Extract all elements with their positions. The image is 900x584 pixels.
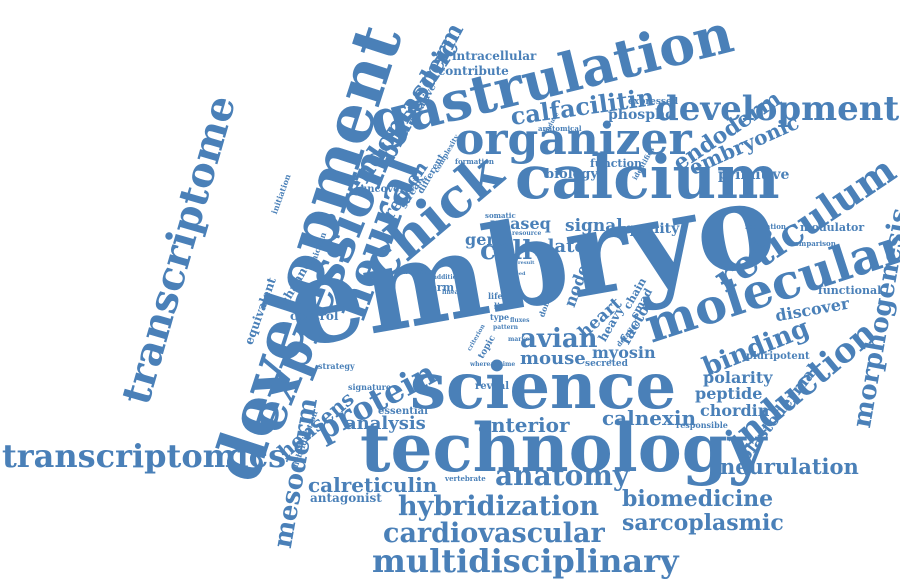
word-whereas: whereas: [470, 362, 498, 368]
word-primitive: primitive: [718, 168, 789, 182]
word-time: time: [500, 362, 515, 368]
word-anterior: anterior: [478, 415, 569, 435]
word-neurulation: neurulation: [720, 456, 859, 477]
word-analysis: analysis: [345, 415, 426, 433]
word-transcriptome: transcriptome: [116, 91, 242, 408]
word-addition: addition: [433, 275, 461, 281]
word-lineage: lineage: [442, 290, 467, 296]
word-plate: plate: [535, 238, 586, 256]
word-responsible: responsible: [676, 421, 728, 429]
word-gene: gene: [465, 232, 508, 248]
word-hybridization: hybridization: [398, 493, 599, 520]
word-uncover: uncover: [360, 185, 405, 195]
word-cardiovascular: cardiovascular: [383, 520, 605, 547]
word-vertebrate: vertebrate: [445, 475, 486, 482]
word-life: life: [488, 292, 503, 300]
word-line: line: [494, 302, 511, 310]
word-strategy: strategy: [318, 362, 355, 370]
word-type: type: [490, 313, 509, 321]
word-peptide: peptide: [695, 386, 762, 402]
word-chordin: chordin: [700, 403, 769, 419]
word-function: function: [590, 158, 642, 169]
word-mouse: mouse: [520, 350, 586, 368]
word-quality: quality: [625, 222, 679, 236]
word-modulator: modulator: [800, 222, 864, 233]
word-signal: signal: [565, 218, 623, 235]
word-essential: essential: [378, 407, 428, 417]
word-transcriptomics: transcriptomics: [2, 440, 286, 472]
word-phospho: phospho: [608, 108, 675, 122]
word-somatic: somatic: [485, 212, 516, 219]
word-biomedicine: biomedicine: [622, 488, 773, 510]
word-reveal: reveal: [475, 382, 509, 392]
word-increase: increase: [400, 268, 433, 275]
word-contribute: contribute: [438, 65, 509, 77]
word-formation: formation: [455, 158, 494, 165]
word-comparison: comparison: [790, 240, 836, 247]
word-control: control: [290, 310, 338, 322]
word-secreted: secreted: [585, 360, 628, 369]
word-intracellular: intracellular: [452, 50, 536, 62]
word-marker: marker: [508, 337, 533, 343]
word-functional: functional: [818, 285, 881, 296]
word-sarcoplasmic: sarcoplasmic: [622, 512, 784, 534]
word-multidisciplinary: multidisciplinary: [372, 545, 679, 577]
word-regulation: regulation: [745, 223, 786, 230]
word-anatomy: anatomy: [495, 462, 629, 490]
word-signature: signature: [348, 383, 391, 391]
word-pluripotent: pluripotent: [746, 352, 810, 362]
word-expressed: expressed: [628, 98, 678, 107]
word-resource: resource: [512, 231, 541, 237]
word-antagonist: antagonist: [310, 492, 382, 504]
word-pattern: pattern: [493, 325, 518, 331]
word-result: result: [518, 261, 534, 266]
word-atlas: atlas: [452, 262, 468, 268]
word-need: need: [512, 272, 526, 277]
